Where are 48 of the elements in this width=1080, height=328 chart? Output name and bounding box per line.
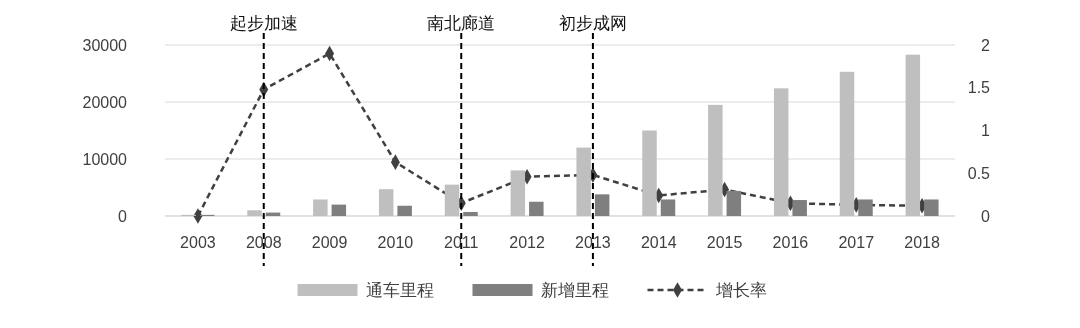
- bar: [529, 201, 544, 216]
- x-tick-label: 2011: [444, 234, 479, 251]
- bar: [331, 204, 347, 216]
- ref-line-label: 起步加速: [229, 13, 298, 33]
- x-tick-label: 2010: [377, 234, 414, 251]
- x-tick-label: 2016: [772, 234, 809, 251]
- x-tick-label: 2014: [640, 234, 677, 251]
- x-tick-label: 2015: [706, 234, 743, 251]
- y2-tick-label: 0.5: [967, 164, 991, 182]
- x-tick-label: 2018: [904, 234, 940, 251]
- bar: [313, 199, 328, 216]
- y2-tick-label: 2: [981, 36, 991, 54]
- y2-tick-label: 1: [981, 122, 991, 140]
- legend-label: 增长率: [714, 280, 767, 300]
- bar: [594, 194, 610, 216]
- bar: [378, 189, 394, 216]
- y-tick-label: 0: [118, 207, 128, 225]
- bar: [642, 130, 657, 216]
- bar: [858, 199, 873, 216]
- x-tick-label: 2008: [245, 234, 282, 251]
- bar: [660, 199, 676, 216]
- x-tick-label: 2003: [180, 234, 216, 251]
- y-tick-label: 30000: [82, 36, 128, 54]
- bar: [905, 54, 921, 216]
- legend-label: 新增里程: [540, 280, 609, 300]
- bar: [576, 147, 591, 216]
- ref-line-label: 初步成网: [558, 13, 627, 33]
- y-tick-label: 10000: [82, 150, 128, 168]
- bar: [924, 199, 939, 216]
- x-tick-label: 2013: [575, 234, 611, 251]
- bar: [708, 104, 723, 216]
- legend-label: 通车里程: [365, 280, 434, 300]
- x-tick-label: 2012: [509, 234, 545, 251]
- y2-tick-label: 0: [981, 207, 991, 225]
- bar: [444, 184, 460, 216]
- y-tick-label: 20000: [82, 93, 128, 111]
- bar: [397, 205, 412, 216]
- bar: [463, 212, 478, 216]
- y2-tick-label: 1.5: [967, 79, 991, 97]
- x-tick-label: 2017: [838, 234, 875, 251]
- bar: [792, 200, 807, 216]
- bar: [247, 210, 262, 216]
- x-tick-label: 2009: [311, 234, 348, 251]
- bar: [773, 88, 789, 216]
- ref-line-label: 南北廊道: [427, 13, 496, 33]
- bar: [839, 71, 855, 216]
- bar: [510, 170, 526, 216]
- bar: [726, 190, 742, 216]
